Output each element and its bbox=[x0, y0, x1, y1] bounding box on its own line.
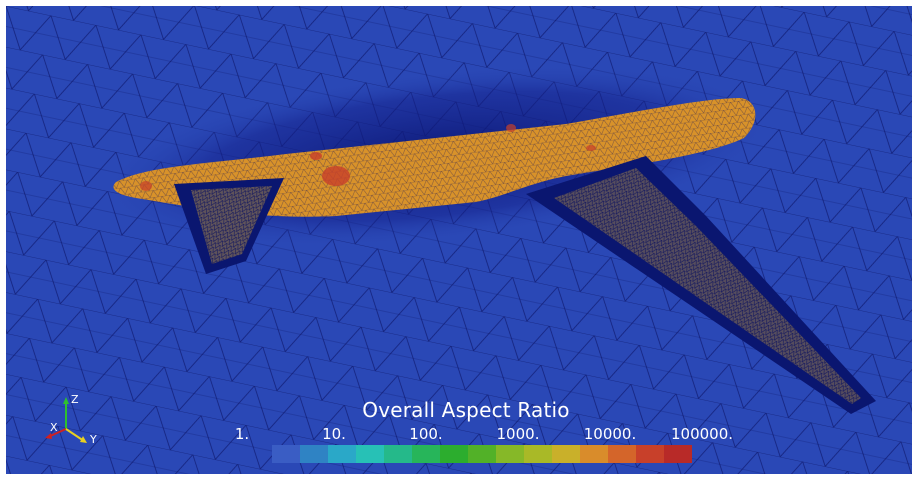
colorbar-swatch bbox=[496, 445, 524, 463]
colorbar-swatch bbox=[272, 445, 300, 463]
colorbar-tick-label: 100000. bbox=[670, 425, 734, 443]
axis-label-y: Y bbox=[90, 433, 97, 446]
colorbar-swatch bbox=[356, 445, 384, 463]
colorbar-swatch bbox=[468, 445, 496, 463]
colorbar-swatch bbox=[664, 445, 692, 463]
colorbar-tick-label: 1. bbox=[234, 425, 250, 443]
axis-label-x: X bbox=[50, 421, 58, 434]
colorbar-swatch bbox=[384, 445, 412, 463]
orientation-axes-widget: Z X Y bbox=[36, 391, 106, 451]
colorbar-tick-label: 1000. bbox=[496, 425, 540, 443]
colorbar-tick-label: 10000. bbox=[583, 425, 637, 443]
colorbar-swatch bbox=[608, 445, 636, 463]
colorbar-swatch bbox=[440, 445, 468, 463]
axes-triad-icon bbox=[45, 397, 87, 443]
colorbar-swatch bbox=[300, 445, 328, 463]
colorbar-swatch bbox=[552, 445, 580, 463]
colorbar-swatch bbox=[524, 445, 552, 463]
colorbar-title: Overall Aspect Ratio bbox=[362, 398, 570, 422]
colorbar-tick-label: 10. bbox=[322, 425, 346, 443]
colorbar-swatch bbox=[636, 445, 664, 463]
colorbar-swatch bbox=[412, 445, 440, 463]
colorbar-tick-label: 100. bbox=[409, 425, 443, 443]
axis-label-z: Z bbox=[71, 393, 79, 406]
render-viewport[interactable]: Overall Aspect Ratio 1. 10. 100. 1000. 10000… bbox=[6, 6, 912, 474]
colorbar-swatch bbox=[580, 445, 608, 463]
colorbar bbox=[272, 445, 692, 463]
mesh-render bbox=[6, 6, 912, 474]
colorbar-swatch bbox=[328, 445, 356, 463]
